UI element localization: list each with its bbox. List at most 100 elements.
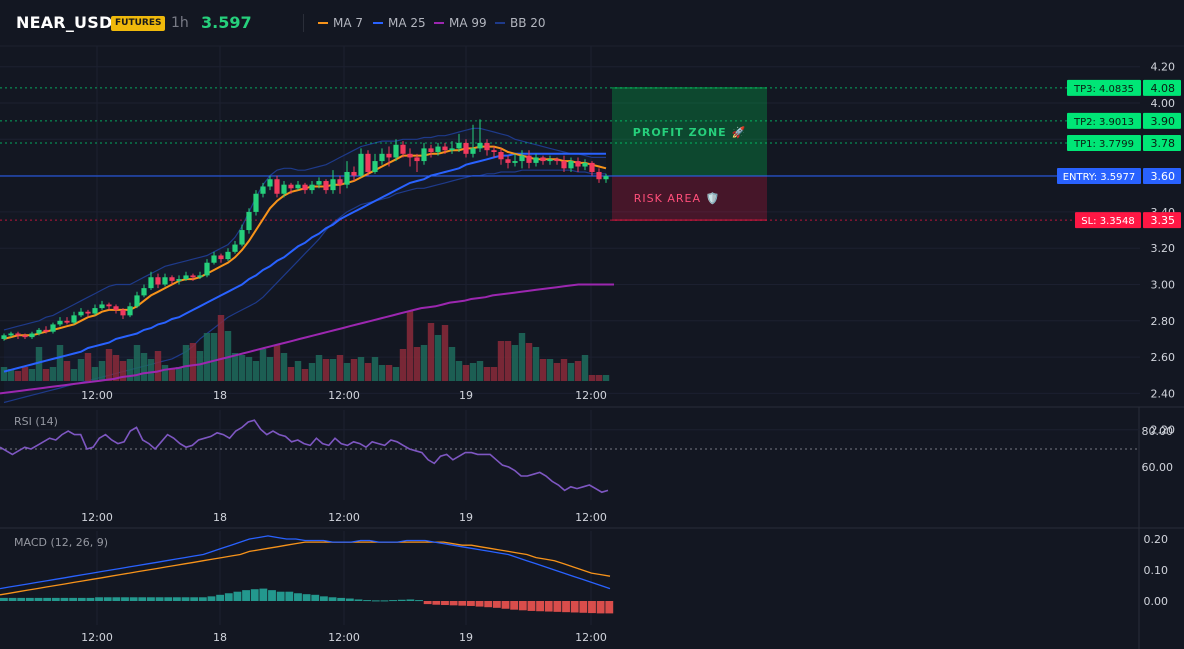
time-tick-label: 19 (459, 389, 473, 402)
risk-zone-label: RISK AREA 🛡️ (634, 192, 720, 205)
price-tick-label: 4.00 (1151, 97, 1176, 110)
volume-bar (350, 359, 358, 381)
time-tick-label: 12:00 (328, 511, 360, 524)
macd-histogram-bar (207, 596, 216, 601)
level-badge (1067, 79, 1141, 96)
volume-bar (126, 359, 134, 381)
candle-body (596, 171, 602, 180)
macd-histogram-bar (527, 601, 536, 611)
candle-body (141, 288, 147, 296)
candle-body (561, 161, 567, 169)
level-badge (1075, 212, 1141, 229)
volume-bar (434, 335, 442, 381)
volume-bar (553, 363, 561, 381)
candle-body (428, 148, 434, 153)
candle-body (113, 306, 119, 310)
macd-histogram-bar (415, 600, 423, 602)
rsi-tick-label: 60.00 (1142, 461, 1174, 474)
volume-bar (0, 367, 8, 381)
volume-bar (147, 359, 155, 381)
volume-bar (56, 345, 64, 381)
price-tick-label: 4.20 (1151, 61, 1176, 74)
rsi-title: RSI (14) (14, 415, 58, 428)
level-lines (0, 87, 1140, 221)
price-tick-label: 3.20 (1151, 242, 1176, 255)
volume-bar (511, 345, 519, 381)
ma99-line (0, 283, 614, 395)
macd-histogram-bar (311, 594, 320, 601)
level-badge (1067, 112, 1141, 129)
candle-body (225, 251, 231, 260)
macd-histogram-bar (147, 597, 155, 601)
macd-histogram-bar (337, 597, 346, 601)
candle-body (386, 153, 392, 158)
level-badge (1057, 168, 1141, 185)
volume-bar (91, 367, 99, 381)
volume-bar (322, 359, 330, 381)
candle-body (232, 244, 238, 252)
candle-body (393, 144, 399, 158)
macd-histogram-bar (294, 593, 302, 601)
candle-body (155, 277, 161, 285)
macd-histogram-bar (0, 597, 8, 601)
macd-histogram-bar (328, 597, 337, 601)
volume-bar (588, 375, 596, 381)
time-tick-label: 12:00 (575, 511, 607, 524)
candle-body (477, 142, 483, 149)
level-axis-tick: 3.90 (1151, 115, 1176, 128)
volume-bar (14, 371, 22, 381)
volume-bar (448, 347, 456, 381)
macd-histogram-bar (95, 597, 103, 601)
level-labels[interactable]: TP3: 4.0835 4.08 TP2: 3.9013 3.90 TP1: 3.779… (1057, 79, 1181, 229)
legend-ma7[interactable]: MA 7 (318, 16, 363, 30)
legend-ma99[interactable]: MA 99 (434, 16, 487, 30)
volume-bar (280, 353, 288, 381)
timeframe-label[interactable]: 1h (171, 15, 189, 31)
volume-bar (245, 357, 253, 381)
macd-histogram-bar (250, 589, 259, 601)
macd-histogram-bar (172, 597, 181, 601)
volume-bar (392, 367, 400, 381)
macd-histogram-bar (190, 597, 199, 601)
candle-body (575, 161, 581, 167)
candle-body (463, 142, 469, 154)
volume-bar (112, 355, 120, 381)
volume-bar (581, 355, 589, 381)
legend-ma25[interactable]: MA 25 (373, 16, 426, 30)
macd-histogram-bar (138, 597, 147, 601)
candle-body (372, 161, 378, 172)
candle-body (85, 311, 91, 314)
rsi-tick-label: 80.00 (1142, 425, 1174, 438)
legend-bb20[interactable]: BB 20 (495, 16, 546, 30)
volume-bar (301, 369, 309, 381)
volume-bar (119, 361, 127, 381)
macd-panel: MACD (12, 26, 9) 0.20 0.10 0.00 (0, 533, 1168, 614)
macd-line (0, 535, 611, 590)
macd-histogram-bar (103, 597, 112, 601)
candle-body (540, 157, 546, 162)
candle-body (442, 146, 448, 151)
volume-bar (532, 347, 540, 381)
time-tick-label: 12:00 (575, 631, 607, 644)
candle-body (29, 333, 35, 338)
macd-histogram-bar (242, 590, 250, 601)
volume-bar (42, 369, 50, 381)
candle-body (183, 275, 189, 280)
chart-header: NEAR_USDT FUTURES 1h 3.597 MA 7 MA 25 MA… (0, 0, 1184, 46)
volume-bar (294, 361, 302, 381)
time-tick-label: 18 (213, 631, 227, 644)
candle-body (323, 181, 329, 191)
volume-bar (336, 355, 344, 381)
candle-body (547, 159, 553, 162)
macd-histogram-bar (233, 591, 242, 601)
candle-body (50, 324, 56, 332)
profit-zone-box (612, 87, 767, 177)
candles[interactable] (1, 119, 609, 341)
level-badge (1067, 134, 1141, 151)
candle-body (365, 153, 371, 172)
level-badge-label: SL: 3.3548 (1081, 216, 1134, 227)
symbol-label[interactable]: NEAR_USDT (16, 13, 124, 32)
macd-histogram-bar (34, 597, 43, 601)
candle-body (582, 162, 588, 167)
